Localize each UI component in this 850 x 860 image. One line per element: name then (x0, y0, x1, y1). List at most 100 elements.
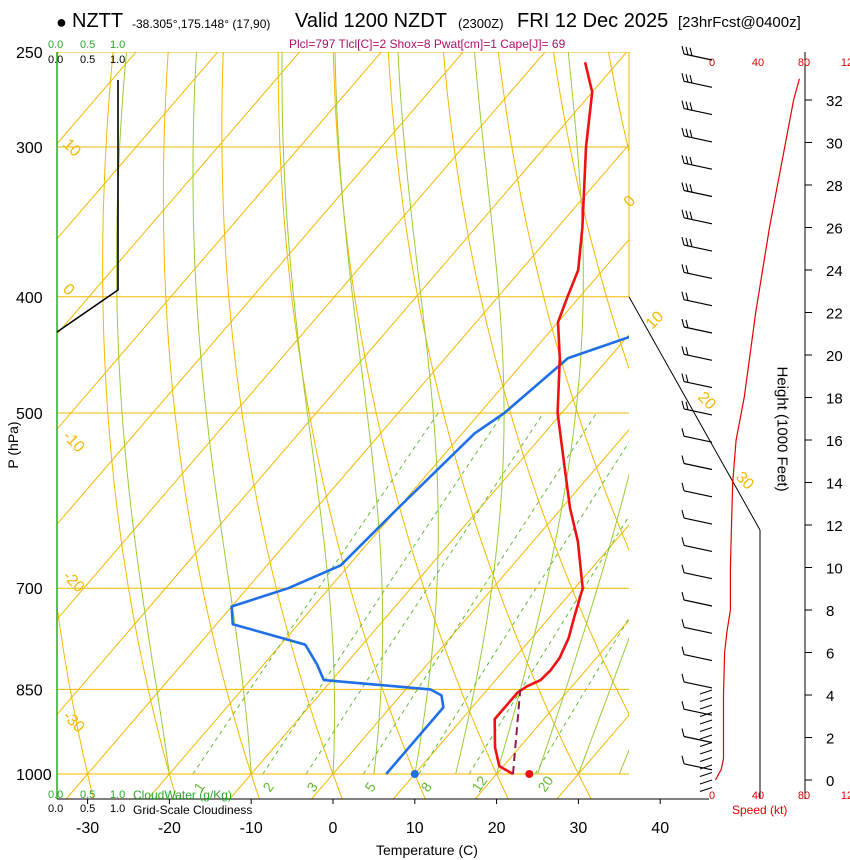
height-tick-label: 18 (826, 391, 843, 408)
dry-adiabat-line (644, 0, 850, 799)
wind-barb (699, 749, 713, 755)
height-tick-label: 26 (826, 221, 843, 238)
wind-barb-staff (683, 408, 713, 416)
wind-barb-staff (683, 435, 713, 443)
wind-barb-flag (681, 564, 685, 573)
speed-tick-label: 0 (709, 57, 715, 69)
mixing-ratio-line (262, 412, 504, 775)
wind-barb (681, 673, 713, 689)
speed-panel: 0246810121416182022242628303200404080801… (709, 52, 850, 802)
wind-barb-staff (683, 80, 713, 88)
mixing-ratio-line (468, 515, 629, 775)
wind-barb-flag (681, 509, 685, 519)
dry-adiabat-line (102, 52, 178, 799)
isotherm-line (229, 333, 629, 799)
wind-barb-flag (689, 238, 693, 248)
dry-adiabat-line (57, 52, 95, 799)
wind-barb-flag (689, 74, 693, 84)
mixing-ratio-label: 20 (534, 773, 556, 795)
wind-barb (681, 209, 713, 225)
temperature-tick-label: 0 (329, 820, 338, 837)
temperature-tick-label: -10 (240, 820, 263, 837)
cloudwater-tick-label: 0.0 (48, 39, 63, 51)
wind-barb-flag (681, 264, 685, 273)
temperature-tick-label: -20 (158, 820, 181, 837)
wind-barb-flag (681, 209, 685, 218)
moist-adiabat-line (281, 52, 336, 775)
mixing-ratio-line (305, 412, 544, 775)
speed-tick-label: 40 (752, 790, 764, 802)
wind-barb (681, 537, 713, 552)
cloudiness-tick-label: 0.0 (48, 803, 63, 815)
height-tick-label: 4 (826, 688, 834, 705)
wind-barb-flag (685, 401, 689, 410)
wind-barb-staff (683, 353, 713, 361)
dry-adiabat-line (387, 52, 592, 799)
wind-barb-flag (681, 236, 685, 246)
station-marker-icon: ● (56, 12, 67, 32)
wind-barb-staff (683, 326, 713, 334)
height-tick-label: 12 (826, 518, 843, 535)
mixing-ratio-label: 8 (417, 779, 435, 795)
station-coordinates: -38.305°,175.148° (17,90) (132, 17, 271, 31)
wind-barb-staff (683, 517, 713, 525)
temperature-tick-label: 40 (651, 820, 669, 837)
wind-barb (681, 73, 713, 88)
wind-barb-flag (681, 100, 685, 109)
wind-barb (681, 619, 713, 634)
height-tick-label: 32 (826, 93, 843, 110)
cloudiness-tick-label: 0.0 (48, 54, 63, 66)
height-tick-label: 28 (826, 178, 843, 195)
dry-adiabat-line (0, 0, 24, 799)
wind-barb-flag (685, 46, 689, 56)
cloudiness-tick-label: 1.0 (110, 54, 125, 66)
wind-barb (681, 45, 713, 61)
wind-barb-flag (685, 374, 689, 383)
pressure-tick-label: 500 (16, 406, 43, 423)
valid-time: Valid 1200 NZDT (295, 10, 447, 32)
wind-barb-flag (681, 755, 685, 764)
dry-adiabat-line (442, 52, 629, 716)
isotherm-line (57, 52, 219, 240)
wind-barb (681, 564, 713, 580)
isotherm-line (57, 52, 301, 335)
wind-barb (699, 719, 713, 725)
wind-barb-flag (681, 537, 685, 546)
wind-barb-flag (689, 47, 693, 56)
wind-barb (699, 697, 713, 702)
temperature-line (493, 61, 594, 776)
temperature-tick-label: 20 (488, 820, 506, 837)
pressure-tick-label: 700 (16, 581, 43, 598)
parcel-line (512, 689, 522, 775)
wind-barb-staff (683, 681, 713, 689)
moist-adiabat-line (577, 636, 629, 775)
wind-barb-flag (689, 184, 693, 193)
sounding-parameters: Plcl=797 Tlcl[C]=2 Shox=8 Pwat[cm]=1 Cap… (289, 37, 566, 51)
pressure-tick-label: 1000 (16, 767, 52, 784)
isotherm-line (310, 429, 629, 799)
wind-barb-staff (683, 599, 713, 607)
station-name: NZTT (72, 10, 124, 32)
wind-barb (681, 509, 713, 525)
wind-barb (681, 346, 713, 361)
isotherm-line (57, 52, 546, 621)
isotherm-line (65, 143, 629, 799)
wind-barb-flag (681, 428, 685, 437)
wind-barb-flag (681, 45, 685, 55)
speed-tick-label: 120 (841, 790, 850, 802)
wind-barb-flag (689, 129, 693, 138)
speed-tick-label: 40 (752, 57, 764, 69)
wind-barb-flag (681, 482, 685, 491)
height-tick-label: 16 (826, 433, 843, 450)
wind-barb-staff (683, 271, 713, 279)
wind-barb-staff (683, 735, 713, 744)
wind-barb (681, 236, 713, 252)
pressure-tick-label: 400 (16, 290, 43, 307)
wind-barb-flag (681, 155, 685, 164)
wind-barb-flag (681, 373, 685, 382)
moist-adiabat-line (537, 473, 629, 775)
speed-tick-label: 120 (841, 57, 850, 69)
dry-adiabat-line (332, 52, 509, 799)
wind-barb-flag (685, 319, 689, 329)
wind-barb (681, 428, 713, 443)
